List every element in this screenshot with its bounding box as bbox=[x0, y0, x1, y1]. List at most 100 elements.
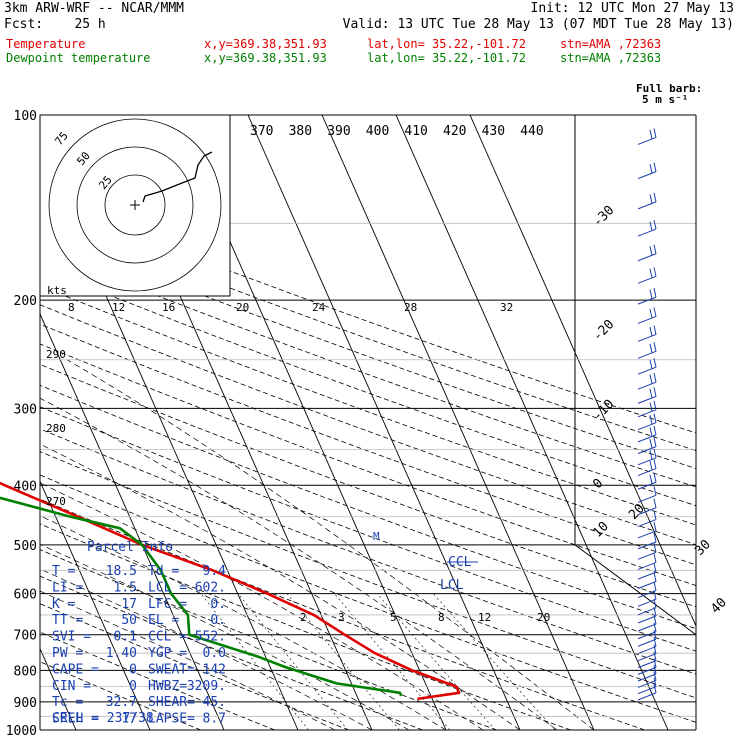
parcel-value: 8.7 bbox=[203, 712, 226, 727]
parcel-key: CAPE = bbox=[52, 662, 99, 677]
wind-barb-flag bbox=[653, 543, 657, 553]
pressure-label: 800 bbox=[14, 664, 37, 679]
parcel-value: 17 bbox=[121, 597, 137, 612]
isotherm bbox=[395, 115, 669, 730]
isotherm bbox=[321, 115, 595, 730]
wind-barb-staff bbox=[637, 253, 657, 262]
parcel-title: Parcel Info bbox=[87, 540, 173, 555]
wind-barb bbox=[637, 342, 657, 359]
parcel-key: LCL = bbox=[148, 580, 187, 595]
theta-label: 390 bbox=[327, 124, 350, 139]
parcel-key: K = bbox=[52, 597, 76, 612]
parcel-value: 17 bbox=[121, 712, 137, 727]
parcel-key: EL = bbox=[148, 613, 179, 628]
wind-barb-flag bbox=[649, 308, 653, 319]
wind-barb-flag bbox=[649, 343, 653, 353]
wind-barb-staff bbox=[637, 296, 657, 305]
parcel-value: 0. bbox=[210, 613, 226, 628]
wind-barb-flag bbox=[649, 359, 653, 369]
wind-barb-flag bbox=[649, 129, 653, 140]
parcel-key: TT = bbox=[52, 613, 83, 628]
wind-barb-staff bbox=[637, 350, 657, 359]
wind-barb bbox=[637, 658, 657, 675]
speed-tick-label: 16 bbox=[162, 301, 175, 314]
isotherm bbox=[40, 480, 151, 730]
temp-legend-latlon: lat,lon= 35.22,-101.72 bbox=[367, 37, 526, 51]
dew-legend-xy: x,y=369.38,351.93 bbox=[204, 51, 327, 65]
moist-adiabat bbox=[66, 359, 595, 730]
wind-barb-flag bbox=[653, 288, 657, 298]
wind-barb-flag bbox=[653, 219, 657, 230]
wind-barb bbox=[637, 683, 657, 701]
speed-tick-label: 24 bbox=[312, 301, 326, 314]
parcel-key: HWBZ= bbox=[148, 679, 187, 694]
pressure-label: 200 bbox=[14, 294, 37, 309]
wind-barb bbox=[637, 413, 657, 431]
speed-tick-label: 8 bbox=[68, 301, 75, 314]
wind-barb-staff bbox=[637, 333, 657, 342]
sounding-lines bbox=[0, 481, 461, 701]
wind-barb-flag bbox=[653, 342, 657, 352]
wind-barb-staff bbox=[637, 561, 657, 570]
wind-barb bbox=[637, 486, 657, 503]
wind-barb-staff bbox=[637, 686, 657, 695]
parcel-value: 602. bbox=[195, 580, 226, 595]
pressure-label: 500 bbox=[14, 539, 37, 554]
speed-tick-label: 32 bbox=[500, 301, 513, 314]
wind-barb-flag bbox=[653, 413, 657, 423]
isotherm bbox=[0, 115, 2, 730]
wind-barb-staff bbox=[637, 673, 657, 682]
wind-barb-flag bbox=[653, 563, 657, 573]
wind-barb bbox=[637, 664, 657, 682]
wind-barb-flag bbox=[653, 267, 657, 277]
parcel-key: SREH = bbox=[52, 712, 99, 727]
wind-barb-staff bbox=[637, 571, 657, 580]
wind-barb-flag bbox=[649, 388, 653, 398]
temperature-line bbox=[0, 481, 461, 701]
wind-barb-staff bbox=[637, 581, 657, 589]
wind-barb-flag bbox=[653, 307, 657, 317]
wind-barb-staff bbox=[637, 434, 657, 443]
parcel-value: 142 bbox=[203, 662, 226, 677]
mixing-ratio-label: 8 bbox=[438, 611, 445, 624]
wind-barb bbox=[637, 630, 657, 647]
wind-barb-staff bbox=[637, 275, 657, 284]
wind-barb-staff bbox=[637, 519, 657, 528]
parcel-key: CCL = bbox=[148, 630, 187, 645]
parcel-value: 9.4 bbox=[203, 564, 227, 579]
pressure-label: 700 bbox=[14, 629, 37, 644]
moist-adiabat bbox=[40, 568, 373, 730]
moist-adiabat bbox=[40, 397, 558, 730]
parcel-value: 0 bbox=[129, 679, 137, 694]
pressure-label: 400 bbox=[14, 479, 37, 494]
hodograph-kts-label: kts bbox=[47, 284, 67, 297]
parcel-info-panel: Parcel Info T = 18.5 Td = 9.4 LI = 1.5 LCL = 60… bbox=[52, 540, 226, 727]
parcel-key: PW = bbox=[52, 646, 83, 661]
isotherm bbox=[40, 312, 225, 730]
speed-tick-label: 28 bbox=[404, 301, 417, 314]
wind-barb-flag bbox=[649, 438, 653, 449]
wind-barb-flag bbox=[653, 437, 657, 447]
wind-barb-flag bbox=[653, 590, 657, 600]
speed-tick-label: 20 bbox=[236, 301, 249, 314]
wind-barb-staff bbox=[637, 653, 657, 662]
wind-barb-staff bbox=[637, 507, 657, 516]
wind-barb bbox=[637, 581, 657, 599]
wind-barb-flag bbox=[653, 671, 657, 681]
pressure-label: 100 bbox=[14, 109, 37, 124]
wind-barb-flag bbox=[653, 683, 657, 693]
wind-barb-flag bbox=[653, 400, 657, 410]
wind-barb bbox=[637, 267, 657, 284]
temp-legend-xy: x,y=369.38,351.93 bbox=[204, 37, 327, 51]
wind-barb bbox=[637, 532, 657, 550]
wind-barb-flag bbox=[653, 572, 657, 582]
mixing-ratio-lines bbox=[200, 593, 556, 730]
parcel-key: Tc = bbox=[52, 695, 83, 710]
wind-barb-flag bbox=[649, 326, 653, 337]
wind-barb bbox=[637, 448, 657, 466]
parcel-key: T = bbox=[52, 564, 76, 579]
wind-barb-flag bbox=[653, 486, 657, 496]
moist-adiabat bbox=[40, 443, 521, 730]
wind-barb-staff bbox=[637, 692, 657, 701]
